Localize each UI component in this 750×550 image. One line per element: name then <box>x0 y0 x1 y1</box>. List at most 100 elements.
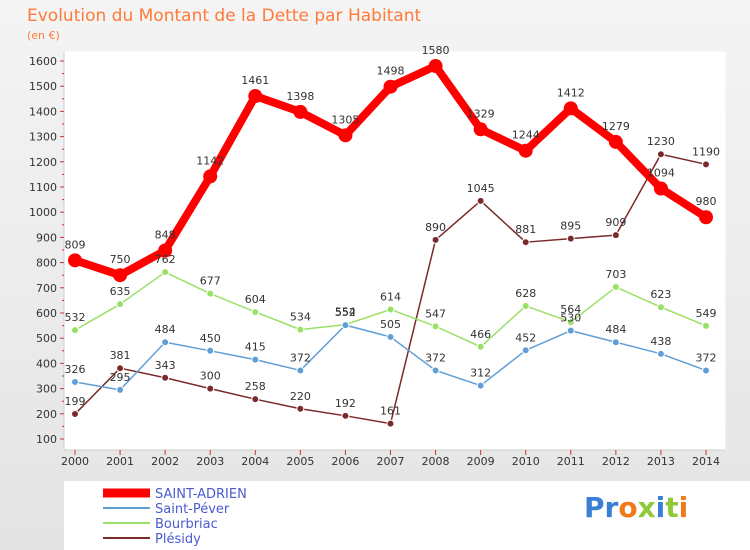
data-label: 552 <box>335 306 356 319</box>
y-tick-label: 100 <box>36 433 57 446</box>
x-tick-label: 2012 <box>602 455 630 468</box>
data-label: 1244 <box>512 129 540 142</box>
data-point <box>116 385 125 394</box>
data-label: 199 <box>65 395 86 408</box>
y-tick-label: 400 <box>36 357 57 370</box>
data-label: 295 <box>110 371 131 384</box>
data-label: 1329 <box>467 107 495 120</box>
data-point <box>566 326 575 335</box>
data-point <box>702 366 710 375</box>
data-labels: 199 381 343 300 258 220 192 161 890 1045 881 895 909… <box>65 44 721 418</box>
x-tick-label: 2001 <box>106 455 134 468</box>
data-label: 192 <box>335 397 356 410</box>
data-label: 1190 <box>692 145 720 158</box>
x-tick-label: 2011 <box>557 455 585 468</box>
y-tick-label: 800 <box>36 257 57 270</box>
data-label: 161 <box>380 405 401 418</box>
data-point <box>248 89 263 104</box>
y-tick-label: 700 <box>36 282 57 295</box>
data-point <box>431 235 440 244</box>
data-point <box>71 378 79 387</box>
data-label: 372 <box>425 351 446 364</box>
data-label: 549 <box>696 307 717 320</box>
data-label: 547 <box>425 307 446 320</box>
data-label: 300 <box>200 370 221 383</box>
data-point <box>521 238 530 247</box>
data-label: 1580 <box>422 44 450 57</box>
data-label: 343 <box>155 359 176 372</box>
data-label: 1461 <box>241 74 269 87</box>
x-tick-label: 2008 <box>422 455 450 468</box>
data-point <box>251 307 260 316</box>
data-label: 452 <box>515 331 536 344</box>
legend-label: Saint-Péver <box>155 502 230 517</box>
data-point <box>116 300 125 309</box>
y-tick-label: 900 <box>36 231 57 244</box>
data-label: 895 <box>560 220 581 233</box>
data-label: 980 <box>696 195 717 208</box>
x-tick-label: 2004 <box>241 455 269 468</box>
data-label: 750 <box>110 253 131 266</box>
data-label: 505 <box>380 318 401 331</box>
x-tick-label: 2003 <box>196 455 224 468</box>
data-point <box>206 384 215 393</box>
x-tick-label: 2006 <box>331 455 359 468</box>
data-label: 848 <box>155 229 176 242</box>
data-point <box>71 410 79 419</box>
data-label: 1398 <box>286 90 314 103</box>
data-point <box>206 346 215 355</box>
series-points <box>68 59 713 428</box>
data-label: 635 <box>110 285 131 298</box>
data-label: 534 <box>290 311 311 324</box>
data-point <box>161 268 170 277</box>
data-point <box>158 243 173 258</box>
data-label: 809 <box>65 238 86 251</box>
data-point <box>203 169 218 184</box>
y-tick-label: 1600 <box>29 55 57 68</box>
y-tick-label: 1000 <box>29 206 57 219</box>
data-point <box>251 355 260 364</box>
y-tick-label: 1400 <box>29 105 57 118</box>
data-label: 762 <box>155 253 176 266</box>
legend-label: Bourbriac <box>155 517 218 532</box>
data-label: 415 <box>245 341 266 354</box>
data-point <box>521 301 530 310</box>
data-point <box>699 210 713 225</box>
legend-label: Plésidy <box>155 532 201 547</box>
data-label: 1305 <box>331 113 359 126</box>
data-point <box>476 196 485 205</box>
data-label: 372 <box>696 351 717 364</box>
data-label: 604 <box>245 293 266 306</box>
data-point <box>161 373 170 382</box>
data-point <box>611 283 620 292</box>
data-label: 1279 <box>602 120 630 133</box>
data-point <box>161 338 170 347</box>
data-label: 628 <box>515 287 536 300</box>
x-tick-label: 2005 <box>286 455 314 468</box>
data-label: 372 <box>290 351 311 364</box>
data-label: 554 <box>335 306 356 319</box>
data-label: 1412 <box>557 86 585 99</box>
legend-area <box>64 481 750 550</box>
data-label: 466 <box>470 328 491 341</box>
data-point <box>656 349 665 358</box>
data-label: 1498 <box>377 65 405 78</box>
data-point <box>476 342 485 351</box>
data-label: 381 <box>110 349 131 362</box>
y-tick-label: 1200 <box>29 156 57 169</box>
data-point <box>68 253 82 268</box>
data-point <box>386 305 395 314</box>
data-label: 258 <box>245 380 266 393</box>
data-point <box>611 231 620 240</box>
data-label: 530 <box>560 312 581 325</box>
data-point <box>296 366 305 375</box>
data-label: 220 <box>290 390 311 403</box>
data-point <box>476 381 485 390</box>
data-label: 1045 <box>467 182 495 195</box>
data-label: 564 <box>560 303 581 316</box>
y-tick-label: 1100 <box>29 181 57 194</box>
data-point <box>71 326 79 335</box>
